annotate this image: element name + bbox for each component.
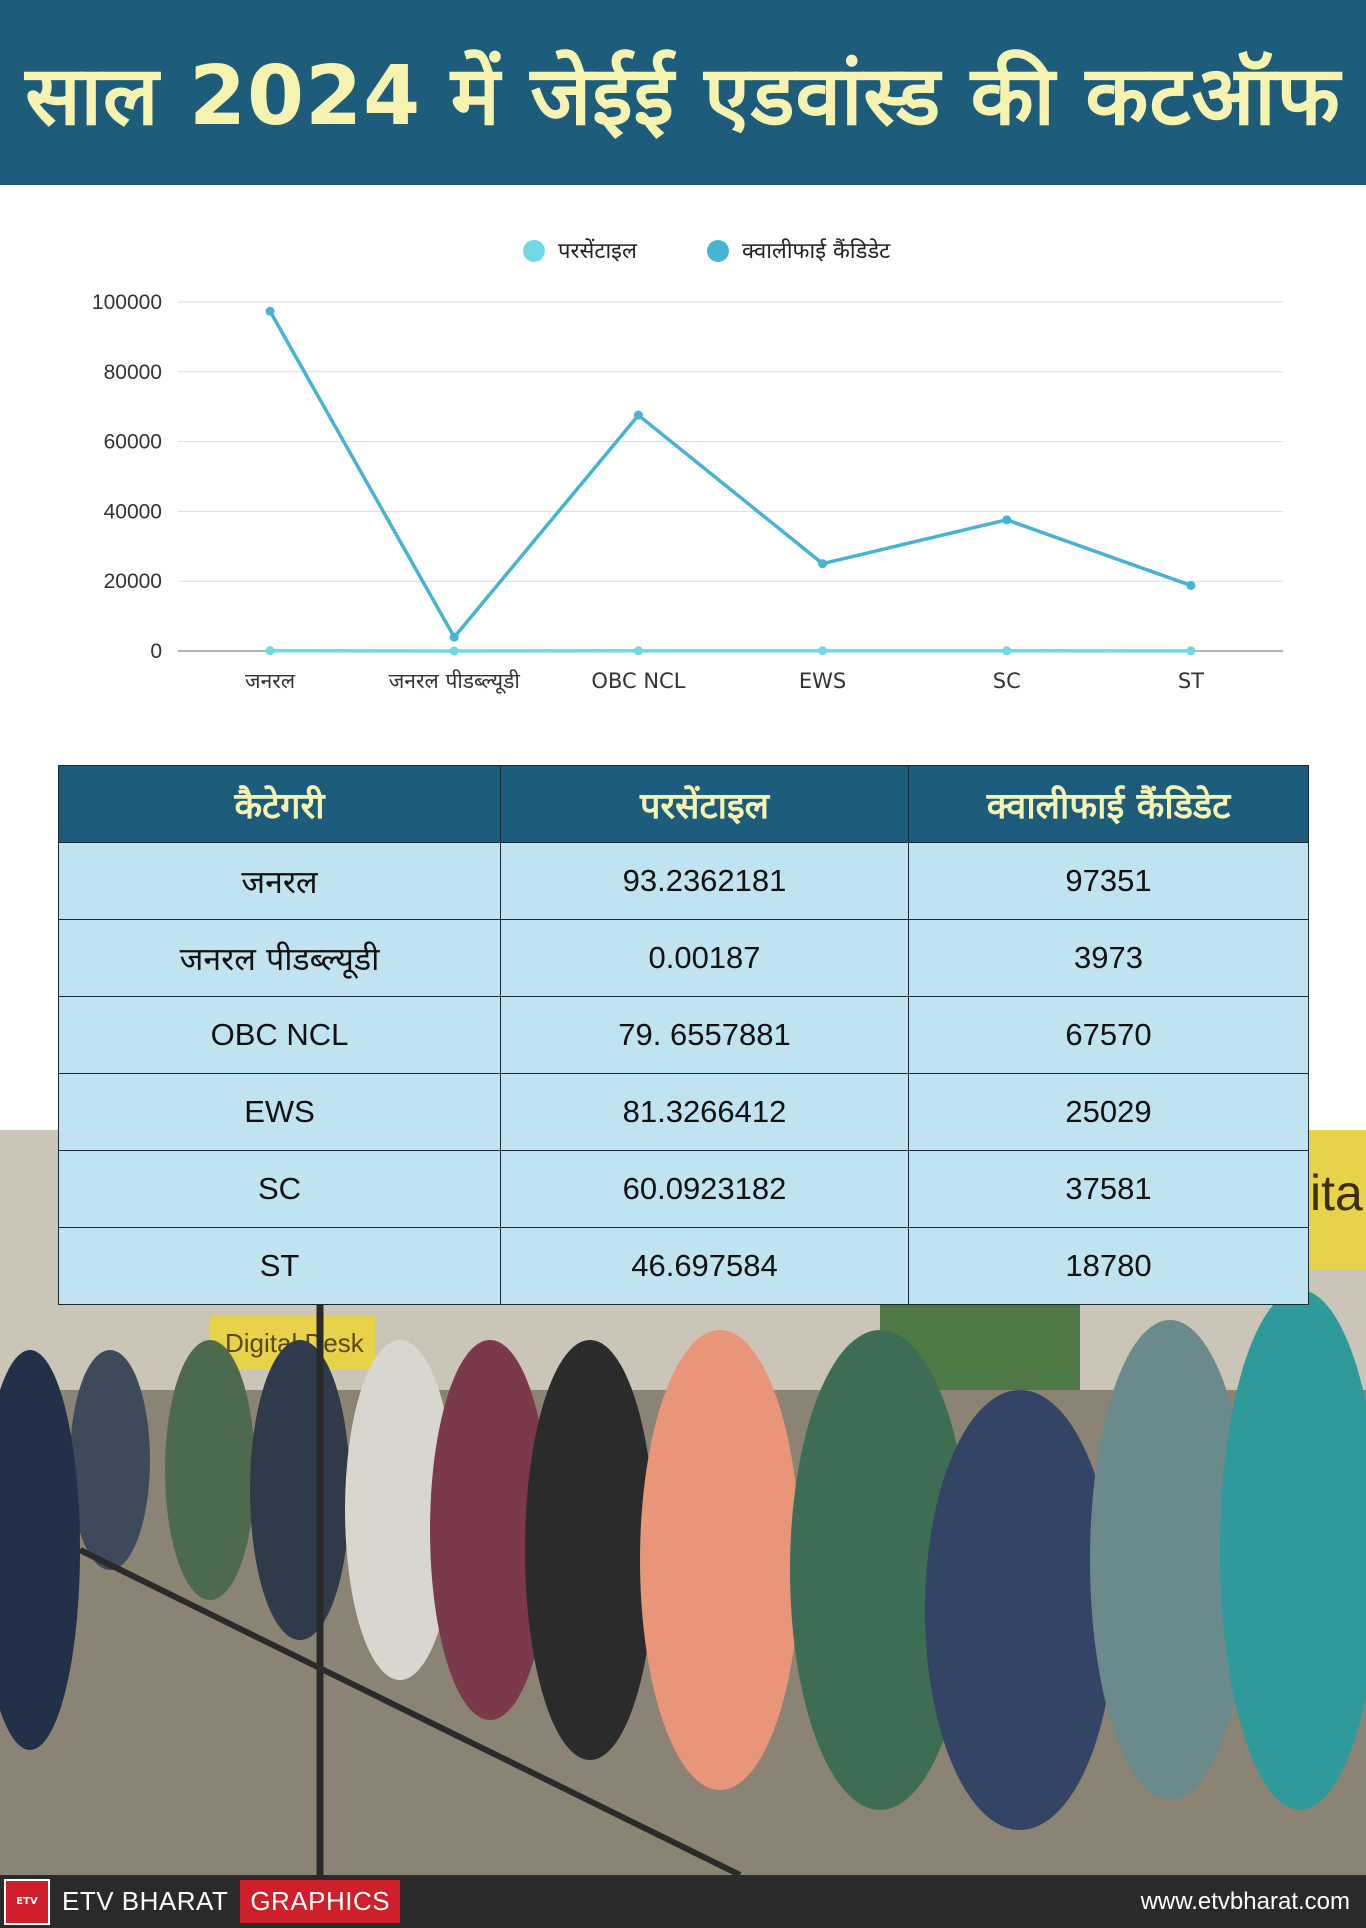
right-sign-text: ita [1310, 1165, 1363, 1221]
page-title: साल 2024 में जेईई एडवांस्ड की कटऑफ [25, 48, 1341, 144]
table-header-row: कैटेगरी परसेंटाइल क्वालीफाई कैंडिडेट [58, 765, 1309, 843]
cell-qualified: 97351 [908, 842, 1309, 920]
chart-svg: परसेंटाइल क्वालीफाई कैंडिडेट 0 20000 40000 6… [92, 238, 1283, 694]
chart-legend: परसेंटाइल क्वालीफाई कैंडिडेट [523, 238, 891, 264]
data-point [1186, 646, 1196, 656]
data-point [818, 646, 828, 656]
header-percentile: परसेंटाइल [500, 765, 909, 843]
y-tick-label: 20000 [104, 570, 162, 593]
cell-percentile: 81.3266412 [500, 1073, 909, 1151]
cell-category: EWS [58, 1073, 501, 1151]
table-row: SC 60.0923182 37581 [58, 1150, 1309, 1228]
cell-category: ST [58, 1227, 501, 1305]
x-tick-label: ST [1178, 669, 1204, 693]
header-banner: साल 2024 में जेईई एडवांस्ड की कटऑफ [0, 0, 1366, 185]
x-tick-label: OBC NCL [591, 669, 685, 693]
cell-category: SC [58, 1150, 501, 1228]
data-point [818, 559, 828, 569]
table-row: जनरल 93.2362181 97351 [58, 842, 1309, 920]
y-tick-label: 40000 [104, 500, 162, 523]
x-tick-label: EWS [799, 669, 846, 693]
cell-qualified: 37581 [908, 1150, 1309, 1228]
people-group [0, 1290, 1366, 1830]
line-chart: परसेंटाइल क्वालीफाई कैंडिडेट 0 20000 40000 6… [0, 185, 1366, 745]
data-point [449, 632, 459, 642]
right-sign [1305, 1130, 1366, 1270]
x-tick-label: जनरल [245, 669, 296, 693]
cell-category: OBC NCL [58, 996, 501, 1074]
y-tick-label: 0 [150, 640, 162, 663]
y-axis-ticks: 0 20000 40000 60000 80000 100000 [92, 291, 162, 663]
cutoff-table: कैटेगरी परसेंटाइल क्वालीफाई कैंडिडेट जनर… [58, 765, 1309, 1305]
legend-marker [707, 240, 729, 262]
series-line-1 [268, 310, 1192, 639]
footer-graphics-label: GRAPHICS [240, 1880, 401, 1923]
cell-percentile: 0.00187 [500, 919, 909, 997]
data-point [449, 646, 459, 656]
table-row: ST 46.697584 18780 [58, 1227, 1309, 1305]
legend-marker [523, 240, 545, 262]
cell-category: जनरल [58, 842, 501, 920]
y-tick-label: 80000 [104, 361, 162, 384]
table-row: जनरल पीडब्ल्यूडी 0.00187 3973 [58, 919, 1309, 997]
data-point [633, 646, 643, 656]
etv-logo: ETV [4, 1878, 50, 1925]
cell-percentile: 79. 6557881 [500, 996, 909, 1074]
cell-qualified: 25029 [908, 1073, 1309, 1151]
cell-qualified: 18780 [908, 1227, 1309, 1305]
y-tick-label: 60000 [104, 431, 162, 454]
data-point [633, 410, 643, 420]
y-tick-label: 100000 [92, 291, 162, 314]
x-tick-label: जनरल पीडब्ल्यूडी [389, 669, 521, 694]
chart-grid [178, 301, 1283, 652]
cell-qualified: 3973 [908, 919, 1309, 997]
data-point [265, 306, 275, 316]
header-qualified: क्वालीफाई कैंडिडेट [908, 765, 1309, 843]
chart-series [265, 306, 1196, 656]
x-axis-ticks: जनरल जनरल पीडब्ल्यूडी OBC NCL EWS SC ST [245, 669, 1204, 694]
queue-rail [78, 1547, 742, 1875]
table-row: OBC NCL 79. 6557881 67570 [58, 996, 1309, 1074]
cell-percentile: 60.0923182 [500, 1150, 909, 1228]
x-tick-label: SC [993, 669, 1021, 693]
table-row: EWS 81.3266412 25029 [58, 1073, 1309, 1151]
cell-percentile: 46.697584 [500, 1227, 909, 1305]
footer-url: www.etvbharat.com [1140, 1887, 1350, 1915]
data-point [265, 646, 275, 656]
cell-category: जनरल पीडब्ल्यूडी [58, 919, 501, 997]
cell-percentile: 93.2362181 [500, 842, 909, 920]
data-point [1186, 580, 1196, 590]
cell-qualified: 67570 [908, 996, 1309, 1074]
legend-label: क्वालीफाई कैंडिडेट [742, 238, 891, 264]
data-point [1002, 515, 1012, 525]
data-point [1002, 646, 1012, 656]
footer-bar: ETV ETV BHARAT GRAPHICS www.etvbharat.co… [0, 1875, 1366, 1928]
header-category: कैटेगरी [58, 765, 501, 843]
etv-logo-text: ETV [16, 1896, 38, 1907]
footer-brand: ETV BHARAT [62, 1886, 229, 1916]
legend-label: परसेंटाइल [558, 238, 638, 264]
